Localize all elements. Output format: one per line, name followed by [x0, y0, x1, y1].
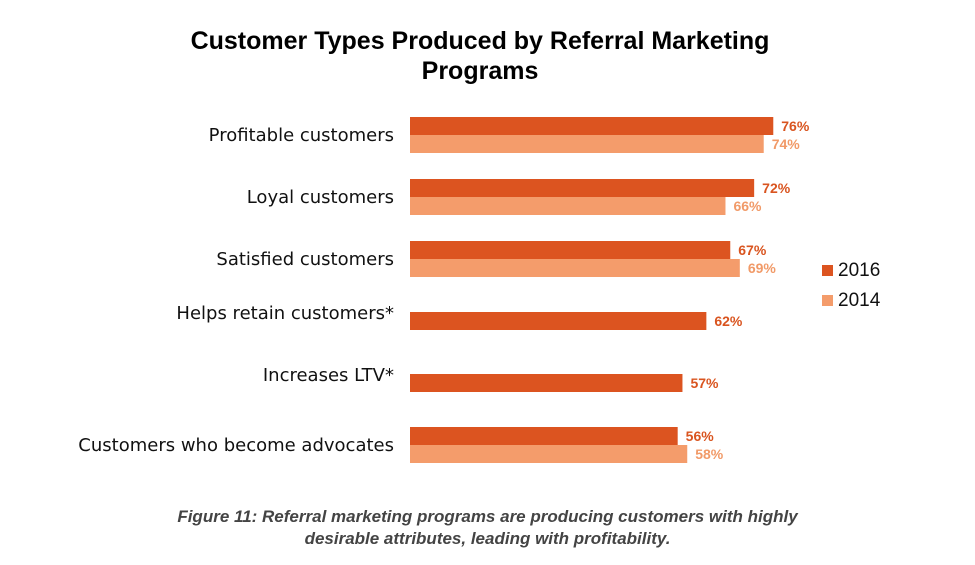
- bar-2016: [410, 312, 707, 330]
- value-label-2016: 62%: [714, 313, 743, 329]
- figure-caption-line-2: desirable attributes, leading with profi…: [304, 529, 671, 548]
- bar-2014: [410, 445, 688, 463]
- category-label: Customers who become advocates: [78, 435, 394, 456]
- value-label-2016: 57%: [690, 375, 719, 391]
- bar-2014: [410, 197, 726, 215]
- legend-swatch-2014: [822, 295, 833, 306]
- bar-2016: [410, 374, 683, 392]
- value-label-2014: 69%: [748, 260, 777, 276]
- value-label-2014: 74%: [772, 136, 801, 152]
- legend-label-2016: 2016: [838, 260, 880, 281]
- category-label: Satisfied customers: [216, 249, 394, 270]
- chart-title: Customer Types Produced by Referral Mark…: [140, 26, 820, 86]
- bar-chart: Profitable customers 76% 74% Loyal customer…: [78, 117, 881, 463]
- bar-2016: [410, 241, 731, 259]
- bars-layer: Profitable customers 76% 74% Loyal customer…: [78, 117, 810, 463]
- chart-title-line-1: Customer Types Produced by Referral Mark…: [190, 27, 770, 55]
- bar-2016: [410, 179, 755, 197]
- legend-swatch-2016: [822, 265, 833, 276]
- value-label-2016: 76%: [781, 118, 810, 134]
- bar-2014: [410, 135, 764, 153]
- figure-caption-line-1: Figure 11: Referral marketing programs a…: [177, 507, 798, 526]
- category-label: Profitable customers: [209, 125, 394, 146]
- legend: 2016 2014: [822, 260, 881, 311]
- bar-2014: [410, 259, 740, 277]
- bar-2016: [410, 427, 678, 445]
- value-label-2016: 72%: [762, 180, 791, 196]
- category-label: Increases LTV*: [263, 365, 394, 386]
- value-label-2016: 67%: [738, 242, 767, 258]
- value-label-2014: 58%: [695, 446, 724, 462]
- value-label-2016: 56%: [686, 428, 715, 444]
- value-label-2014: 66%: [733, 198, 762, 214]
- bar-2016: [410, 117, 774, 135]
- figure-caption: Figure 11: Referral marketing programs a…: [100, 506, 875, 550]
- chart-title-line-2: Programs: [421, 57, 539, 85]
- legend-label-2014: 2014: [838, 290, 881, 311]
- category-label: Loyal customers: [247, 187, 394, 208]
- category-label: Helps retain customers*: [176, 303, 394, 324]
